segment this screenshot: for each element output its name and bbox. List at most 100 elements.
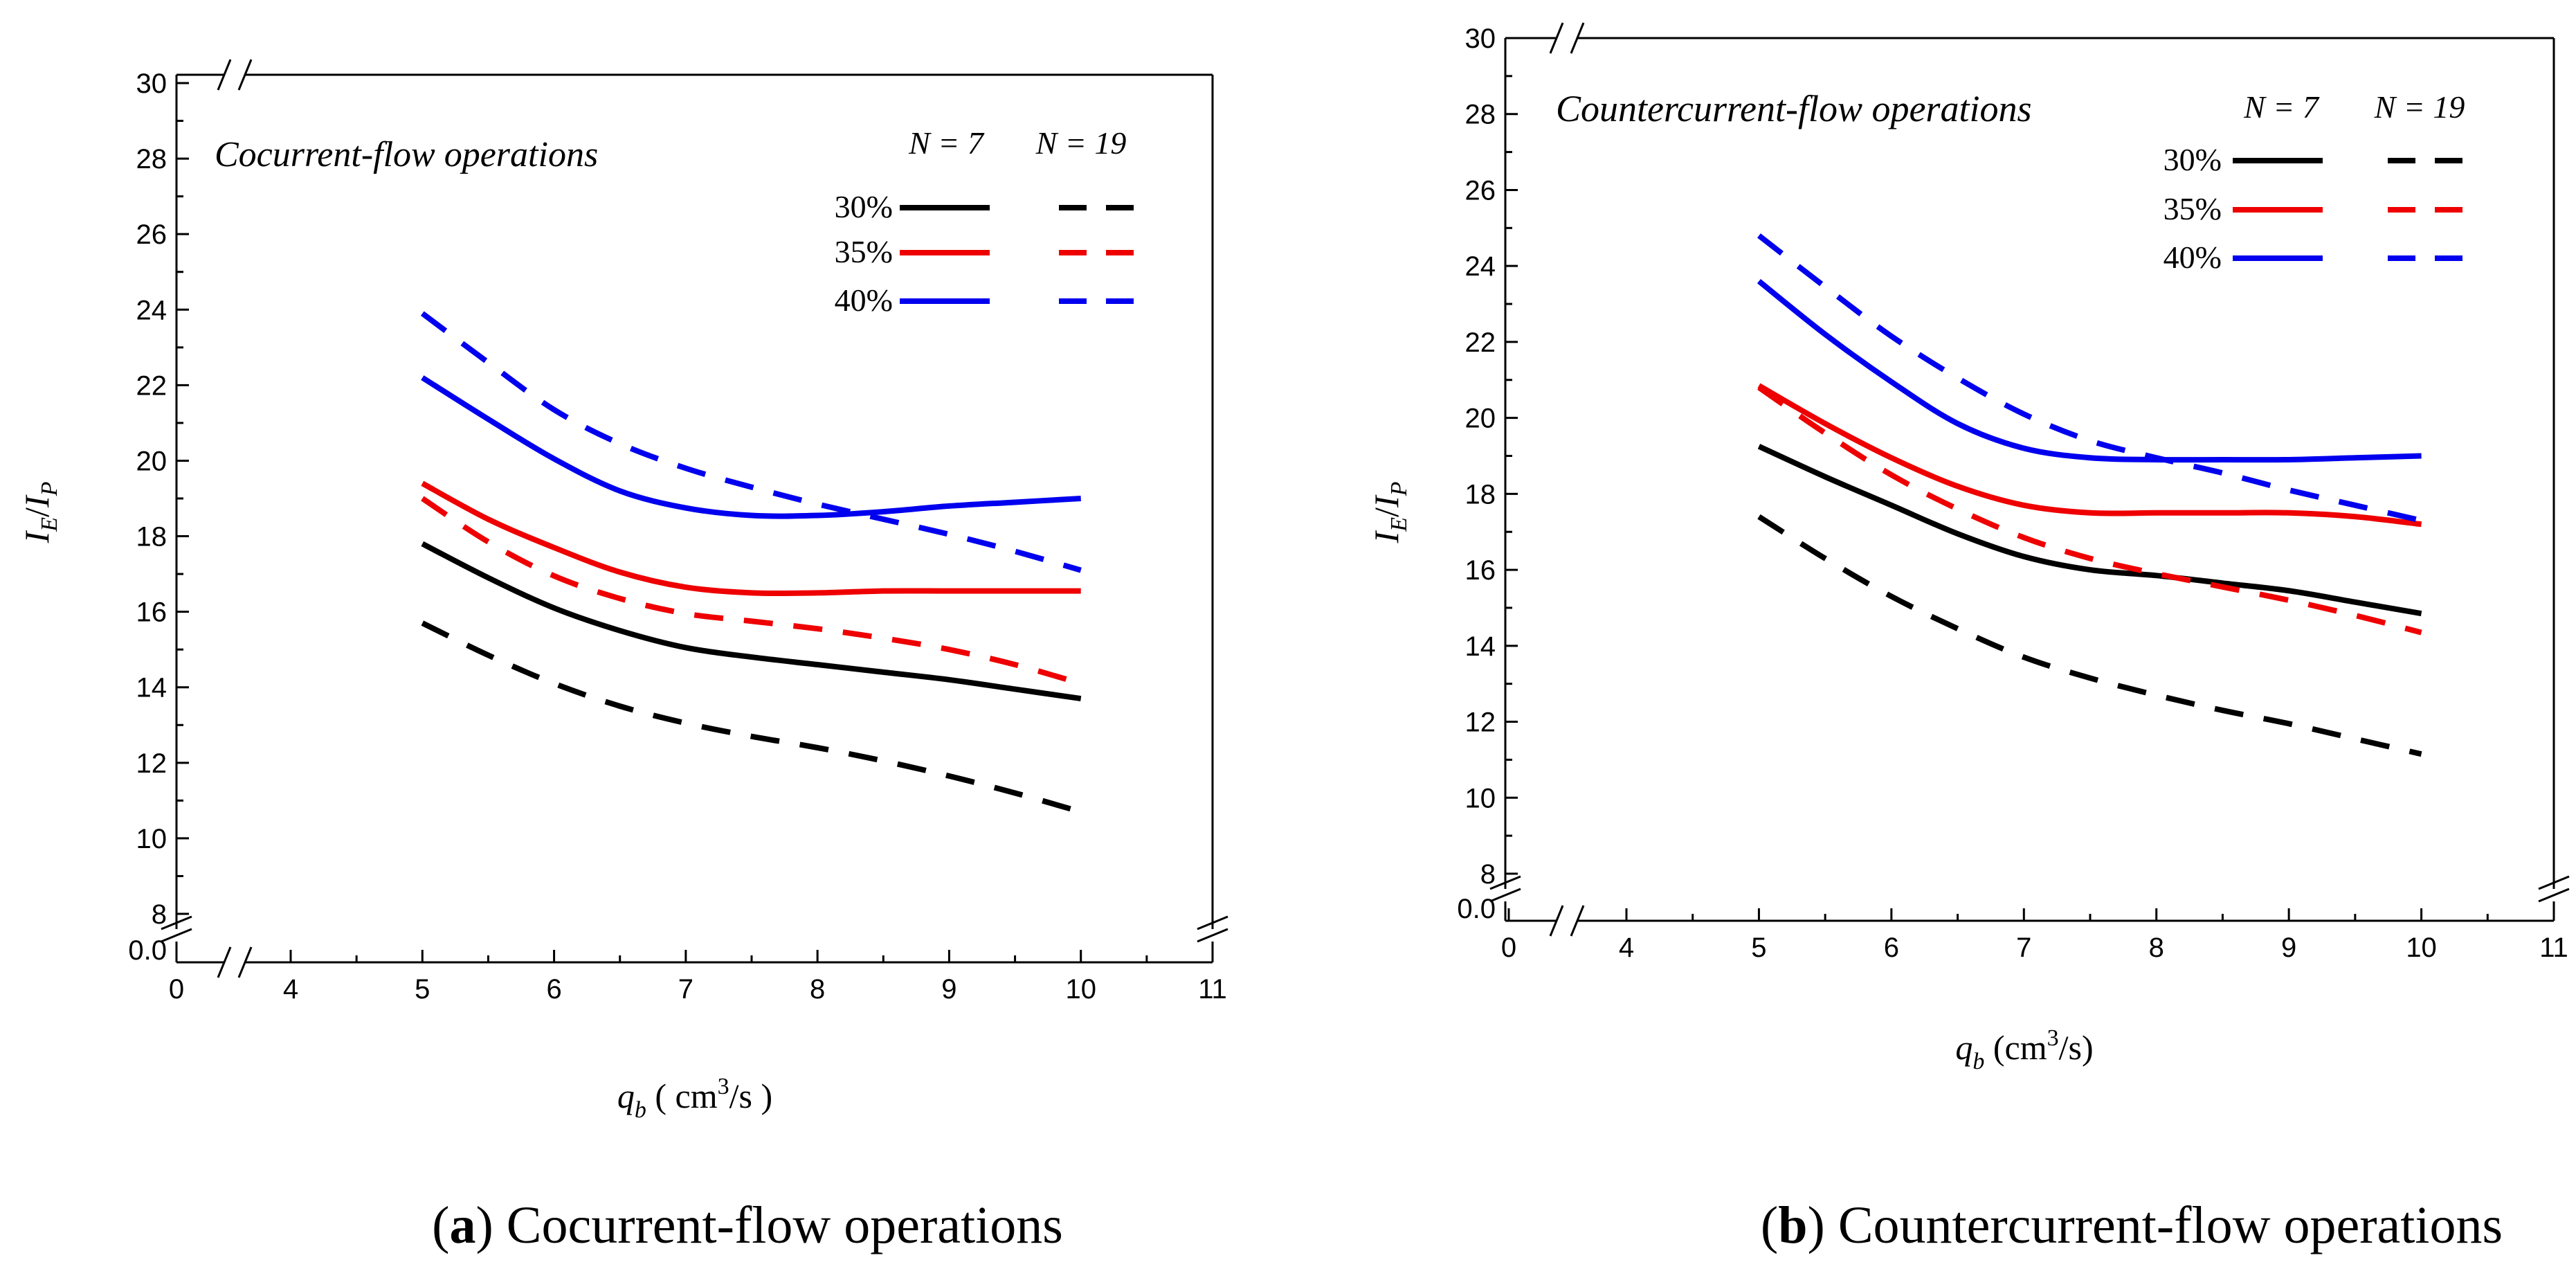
panel-b-x-tick-label: 4 — [1619, 933, 1634, 963]
panel-b-x-tick-label: 9 — [2281, 933, 2296, 963]
panel-b-x-tick-label: 5 — [1751, 933, 1766, 963]
panel-a-y-tick-label: 10 — [136, 824, 167, 854]
panel-b-series-line-1 — [1757, 514, 2422, 757]
panel-a-series-group — [420, 311, 1082, 815]
panel-a-legend-col-header: N = 19 — [1035, 125, 1127, 161]
panel-b-y-tick-label: 10 — [1465, 783, 1496, 813]
panel-a-y-tick-label: 14 — [136, 673, 167, 703]
panel-b-y-break-mark — [1489, 875, 1521, 903]
panel-a-x-axis-label: qb ( cm3/s ) — [617, 1074, 772, 1123]
panel-a-y-tick-label: 18 — [136, 522, 167, 552]
panel-a-axes: 8 10 12 14 16 18 20 22 24 26 28 30 0.00 4 5 6 7 8 9 10 11 — [128, 59, 1228, 1005]
panel-b-y-tick-label: 14 — [1465, 631, 1496, 662]
panel-a-legend-row-label: 35% — [835, 234, 893, 269]
panel-a-ylabel-sep: / — [17, 507, 56, 517]
panel-a-y-tick-label: 16 — [136, 597, 167, 628]
panel-b-y-tick-label: 30 — [1465, 24, 1496, 54]
panel-b-y-tick-label: 8 — [1480, 859, 1496, 890]
panel-b-y-tick-label: 28 — [1465, 100, 1496, 130]
panel-b-right-break-mark — [2538, 875, 2570, 903]
panel-a-y-tick-label: 24 — [136, 295, 167, 325]
panel-b-y-tick-label: 24 — [1465, 251, 1496, 282]
panel-b-x-axis-label: qb (cm3/s) — [1955, 1025, 2093, 1074]
panel-a-caption-open: ( — [432, 1196, 449, 1254]
panel-b-y-tick-label: 22 — [1465, 327, 1496, 358]
panel-a-ylabel-num: I — [17, 530, 56, 543]
panel-b-top-break-mark — [1549, 22, 1585, 54]
panel-a-xlabel-unit: ( cm — [646, 1077, 718, 1115]
panel-a-x-tick-label: 4 — [283, 974, 298, 1005]
panel-b-x-break-mark — [1549, 905, 1585, 937]
panel-a-y-tick-label: 22 — [136, 370, 167, 401]
panel-a-right-break-mark — [1197, 915, 1228, 943]
panel-a-x-tick-label: 0 — [169, 974, 184, 1005]
panel-a-xlabel-sup: 3 — [718, 1074, 729, 1099]
panel-a-series-line-1 — [421, 620, 1082, 815]
panel-b-xlabel-var: q — [1955, 1028, 1972, 1067]
panel-b-legend: N = 7 N = 19 30% 35% 40% — [2164, 89, 2474, 275]
panel-b-y-break-label: 0.0 — [1457, 894, 1496, 924]
panel-b-caption-text: Countercurrent-flow operations — [1838, 1196, 2503, 1254]
panel-a-legend-row-label: 30% — [835, 189, 893, 224]
panel-a-x-tick-label: 8 — [810, 974, 825, 1005]
panel-b-x-tick-label: 10 — [2406, 933, 2437, 963]
panel-b-legend-row-label: 30% — [2164, 142, 2222, 177]
panel-b-countercurrent: 8 10 12 14 16 18 20 22 24 26 28 30 0.00 4 5 6 7 8 9 10 11 Cou… — [1367, 22, 2570, 1254]
panel-b-axes: 8 10 12 14 16 18 20 22 24 26 28 30 0.00 4 5 6 7 8 9 10 11 — [1457, 22, 2570, 963]
panel-a-x-break-mark — [217, 946, 253, 978]
panel-b-legend-col-header: N = 19 — [2374, 89, 2465, 125]
panel-b-x-tick-label: 11 — [2539, 933, 2568, 963]
panel-b-caption-close: ) — [1808, 1196, 1838, 1254]
panel-a-x-tick-label: 11 — [1198, 974, 1227, 1005]
panel-b-caption-letter: b — [1778, 1196, 1807, 1254]
panel-a-caption-close: ) — [475, 1196, 506, 1254]
panel-b-ylabel-den: I — [1367, 494, 1406, 508]
panel-b-xlabel-unit-close: /s) — [2059, 1028, 2094, 1067]
panel-b-caption: (b) Countercurrent-flow operations — [1761, 1196, 2503, 1254]
panel-b-x-tick-label: 6 — [1884, 933, 1899, 963]
panel-a-xlabel-var: q — [617, 1077, 635, 1115]
panel-b-y-tick-label: 20 — [1465, 404, 1496, 434]
panel-b-series-line-4 — [1757, 279, 2422, 463]
panel-a-x-tick-label: 5 — [415, 974, 430, 1005]
panel-a-xlabel-unit-close: /s ) — [729, 1077, 773, 1115]
panel-b-series-line-5 — [1757, 233, 2422, 523]
panel-a-x-tick-label: 10 — [1065, 974, 1096, 1005]
panel-a-y-tick-label: 20 — [136, 446, 167, 476]
panel-b-xlabel-unit: (cm — [1984, 1028, 2047, 1067]
panel-b-legend-row-label: 40% — [2164, 240, 2222, 275]
panel-a-cocurrent: 8 10 12 14 16 18 20 22 24 26 28 30 0.00 4 5 6 7 8 9 10 11 Coc… — [17, 59, 1228, 1254]
panel-b-series-line-2 — [1757, 383, 2422, 528]
panel-b-y-tick-label: 18 — [1465, 479, 1496, 510]
panel-a-ylabel-num-sub: E — [37, 517, 62, 532]
panel-a-top-break-mark — [217, 59, 253, 91]
panel-a-ylabel-den: I — [17, 494, 56, 508]
panel-b-x-tick-label: 0 — [1501, 933, 1516, 963]
panel-a-caption-text: Cocurrent-flow operations — [507, 1196, 1063, 1254]
panel-a-ylabel-den-sub: P — [37, 482, 62, 497]
panel-b-y-tick-label: 12 — [1465, 708, 1496, 738]
panel-b-y-axis-label: IE/IP — [1367, 482, 1412, 544]
panel-a-legend-col-header: N = 7 — [908, 125, 985, 161]
panel-b-ylabel-den-sub: P — [1386, 482, 1412, 497]
panel-a-x-tick-label: 9 — [941, 974, 956, 1005]
panel-b-caption-open: ( — [1761, 1196, 1778, 1254]
panel-b-series-line-0 — [1757, 444, 2422, 617]
panel-a-x-tick-label: 7 — [678, 974, 693, 1005]
panel-a-y-break-label: 0.0 — [128, 935, 167, 966]
panel-a-y-tick-label: 26 — [136, 219, 167, 250]
panel-a-legend-row-label: 40% — [835, 282, 893, 318]
panel-b-xlabel-sup: 3 — [2047, 1025, 2059, 1051]
panel-a-series-line-0 — [421, 541, 1082, 702]
panel-a-y-tick-label: 12 — [136, 748, 167, 779]
panel-a-series-line-3 — [421, 496, 1082, 687]
panel-b-legend-row-label: 35% — [2164, 191, 2222, 226]
panel-a-legend: N = 7 N = 19 30% 35% 40% — [835, 125, 1142, 318]
panel-a-y-tick-label: 8 — [152, 899, 167, 930]
panel-b-x-tick-label: 7 — [2016, 933, 2031, 963]
panel-b-ylabel-sep: / — [1367, 507, 1406, 517]
panel-b-ylabel-num-sub: E — [1386, 517, 1412, 532]
panel-a-inset-title: Cocurrent-flow operations — [215, 135, 598, 174]
panel-a-y-break-mark — [161, 915, 192, 943]
